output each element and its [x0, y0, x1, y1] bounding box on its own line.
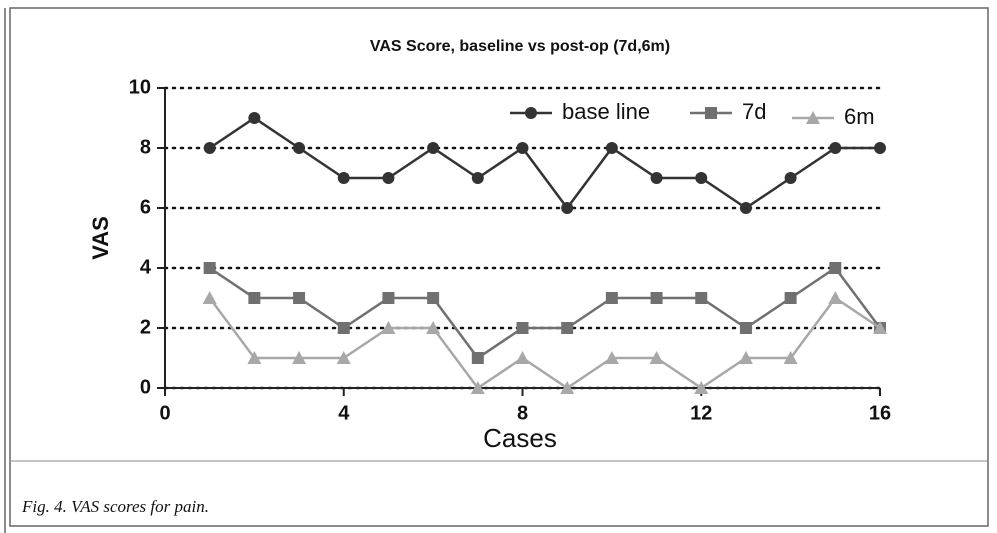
data-point [829, 142, 842, 154]
data-point [471, 172, 484, 184]
data-point [829, 262, 842, 274]
data-point [873, 321, 887, 334]
caption: Fig. 4. VAS scores for pain. [21, 497, 209, 516]
x-tick-label: 4 [338, 402, 350, 424]
data-point [203, 262, 216, 274]
legend-marker [705, 107, 717, 119]
legend-marker [525, 107, 537, 119]
data-point [738, 351, 753, 364]
data-point [382, 172, 395, 184]
data-point [561, 202, 574, 214]
data-point [247, 351, 262, 364]
data-point [336, 351, 351, 364]
data-point [248, 292, 261, 304]
data-point [605, 142, 618, 154]
data-point [337, 322, 350, 334]
data-point [515, 351, 530, 364]
data-point [649, 351, 664, 364]
data-point [293, 292, 306, 304]
data-point [694, 381, 709, 394]
data-point [248, 112, 261, 124]
data-point [202, 291, 217, 304]
data-point [427, 292, 440, 304]
y-tick-label: 10 [129, 76, 151, 98]
series-line [208, 116, 880, 211]
data-point [381, 321, 396, 334]
data-point [426, 321, 441, 334]
x-tick-label: 0 [159, 402, 170, 424]
y-tick-label: 4 [140, 256, 152, 278]
y-tick-label: 6 [140, 196, 151, 218]
data-point [471, 352, 484, 364]
data-point [604, 351, 619, 364]
x-axis-label: Cases [483, 423, 557, 453]
y-tick-label: 8 [140, 136, 151, 158]
y-axis-label: VAS [88, 216, 113, 260]
y-tick-label: 0 [140, 376, 151, 398]
data-point [739, 202, 752, 214]
data-point [293, 142, 306, 154]
data-point [470, 381, 485, 394]
legend-label: 7d [742, 99, 766, 124]
data-point [695, 292, 708, 304]
data-point [874, 142, 886, 154]
data-point [203, 142, 216, 154]
data-point [650, 292, 663, 304]
data-point [828, 291, 843, 304]
series-line [208, 266, 882, 360]
x-tick-label: 8 [517, 402, 528, 424]
data-point [784, 172, 797, 184]
data-point [783, 351, 798, 364]
series-line [208, 296, 881, 390]
x-tick-label: 12 [690, 402, 712, 424]
data-point [337, 172, 350, 184]
data-point [560, 381, 575, 394]
data-point [427, 142, 440, 154]
x-tick-label: 16 [869, 402, 891, 424]
data-point [739, 322, 752, 334]
data-point [650, 172, 663, 184]
legend-label: base line [562, 99, 650, 124]
chart-title: VAS Score, baseline vs post-op (7d,6m) [370, 38, 670, 55]
data-point [695, 172, 708, 184]
legend-label: 6m [844, 104, 875, 129]
data-point [605, 292, 618, 304]
legend-marker [806, 111, 820, 124]
data-point [382, 292, 395, 304]
figure-border [9, 7, 989, 527]
data-point [292, 351, 307, 364]
data-point [516, 322, 529, 334]
y-tick-label: 2 [140, 316, 151, 338]
data-point [561, 322, 574, 334]
data-point [516, 142, 529, 154]
data-point [784, 292, 797, 304]
